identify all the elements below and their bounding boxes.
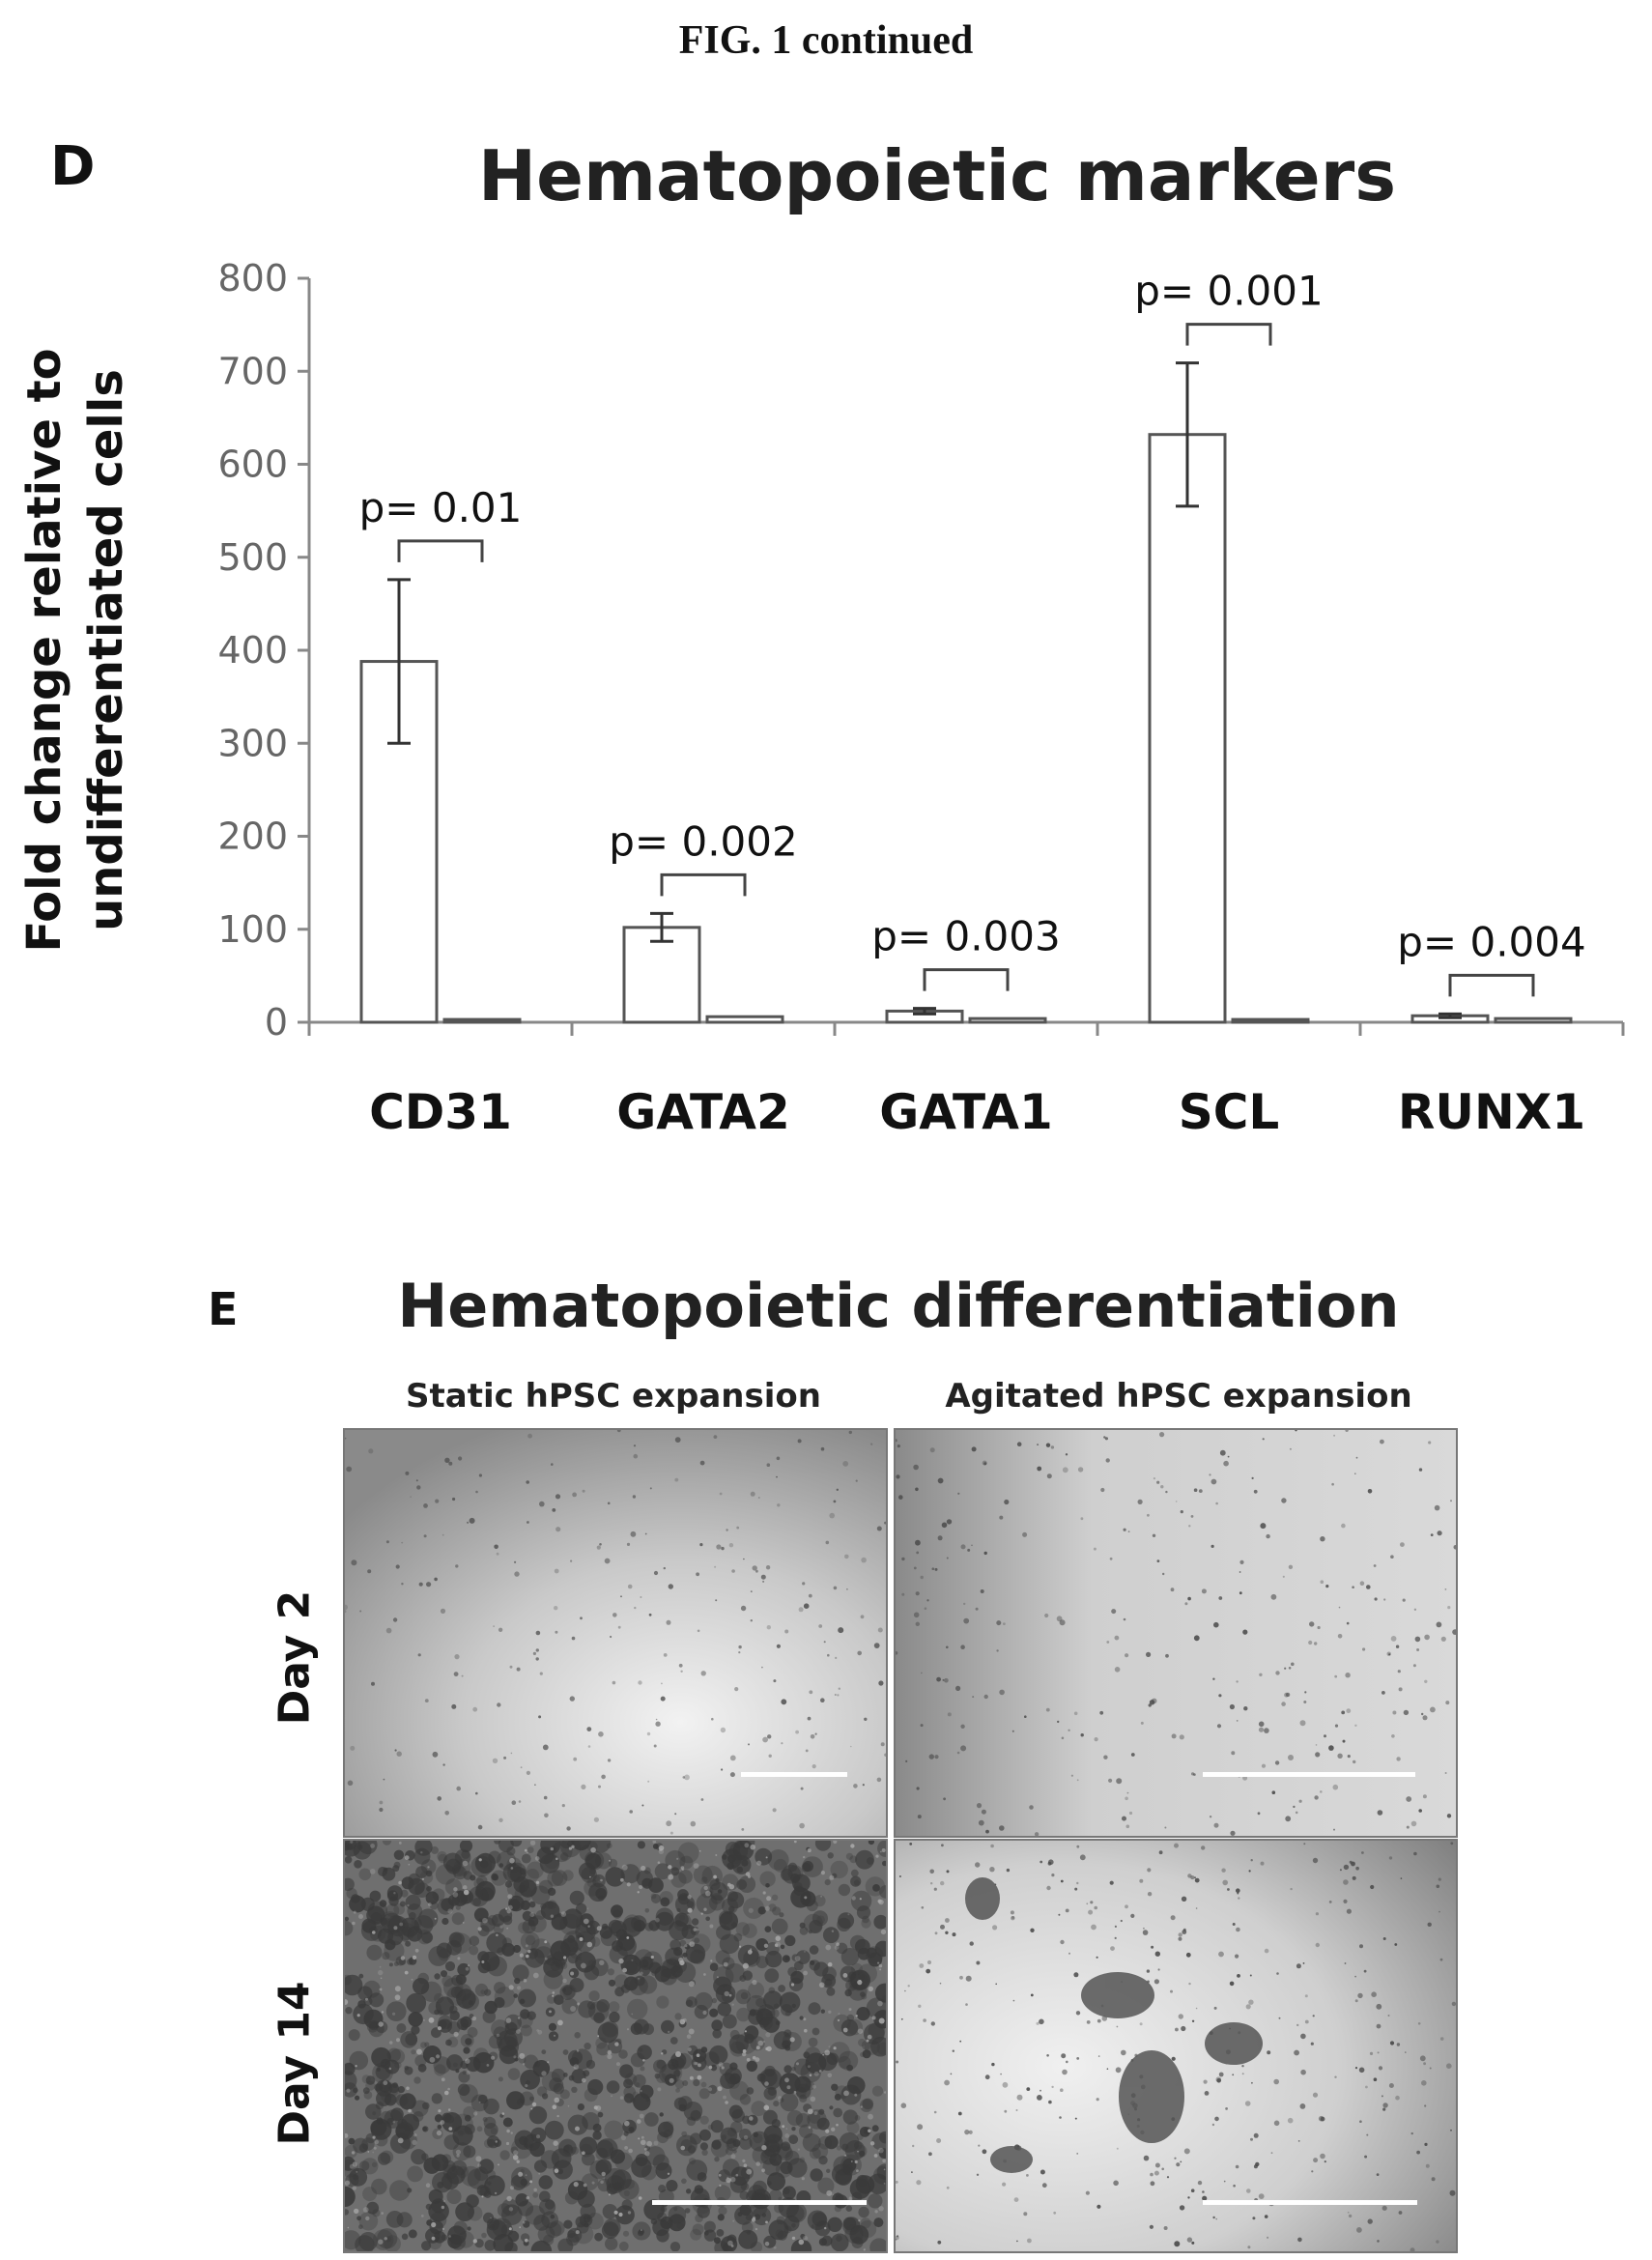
x-tick-label: SCL bbox=[1179, 1084, 1280, 1140]
x-axis bbox=[307, 1020, 1625, 1036]
column-label-agitated: Agitated hPSC expansion bbox=[945, 1377, 1412, 1416]
p-value-bracket bbox=[923, 968, 1010, 991]
micrograph-agitated-day2 bbox=[894, 1428, 1458, 1838]
bar-series2-cd31 bbox=[442, 1017, 522, 1024]
figure-label: FIG. 1 continued bbox=[678, 18, 974, 63]
y-tick-label: 500 bbox=[217, 536, 288, 579]
panel-e-title: Hematopoietic differentiation bbox=[397, 1271, 1400, 1341]
bar-series2-runx1 bbox=[1494, 1016, 1573, 1024]
y-tick-label: 400 bbox=[217, 629, 288, 672]
x-tick-label: GATA2 bbox=[616, 1084, 790, 1140]
scale-bar bbox=[741, 1772, 847, 1777]
scale-bar bbox=[1203, 1772, 1415, 1777]
p-value-label: p= 0.004 bbox=[1397, 918, 1585, 965]
y-tick-label: 300 bbox=[217, 722, 288, 764]
y-axis-label-line2: undifferentiated cells bbox=[79, 369, 133, 931]
p-value-bracket bbox=[397, 539, 484, 562]
bar-chart: Fold change relative to undifferentiated … bbox=[17, 257, 1625, 1140]
bar-series1-gata2 bbox=[622, 926, 701, 1024]
p-value-label: p= 0.01 bbox=[359, 484, 523, 531]
bar-series2-gata1 bbox=[968, 1016, 1047, 1024]
bars bbox=[359, 361, 1573, 1024]
y-axis: 0 100 200 300 400 500 600 700 800 bbox=[217, 257, 311, 1044]
panel-e-letter: E bbox=[208, 1283, 239, 1335]
x-tick-label: RUNX1 bbox=[1398, 1084, 1585, 1140]
bar-series1-scl bbox=[1148, 433, 1227, 1024]
column-label-static: Static hPSC expansion bbox=[406, 1377, 821, 1416]
chart-title: Hematopoietic markers bbox=[477, 135, 1397, 216]
y-tick-label: 600 bbox=[217, 443, 288, 486]
y-tick-label: 0 bbox=[265, 1001, 288, 1044]
x-tick-label: CD31 bbox=[369, 1084, 512, 1140]
x-tick-labels: CD31 GATA2 GATA1 SCL RUNX1 bbox=[369, 1084, 1585, 1140]
micrograph-static-day14 bbox=[343, 1839, 888, 2253]
y-axis-label: Fold change relative to undifferentiated … bbox=[17, 348, 133, 952]
p-value-bracket bbox=[1185, 323, 1272, 346]
row-label-day14: Day 14 bbox=[270, 1981, 320, 2146]
micrograph-static-day2 bbox=[343, 1428, 888, 1838]
y-tick-label: 700 bbox=[217, 350, 288, 392]
panel-d-letter: D bbox=[50, 135, 96, 198]
micrograph-agitated-day14 bbox=[894, 1839, 1458, 2253]
y-axis-label-line1: Fold change relative to bbox=[17, 348, 71, 952]
p-value-bracket bbox=[1448, 973, 1535, 997]
row-label-day2: Day 2 bbox=[270, 1589, 320, 1726]
scale-bar bbox=[652, 2200, 867, 2205]
p-value-label: p= 0.002 bbox=[609, 817, 797, 865]
p-value-bracket bbox=[660, 873, 747, 897]
y-tick-label: 800 bbox=[217, 257, 288, 300]
y-tick-label: 100 bbox=[217, 908, 288, 951]
bar-series2-scl bbox=[1231, 1017, 1310, 1024]
x-tick-label: GATA1 bbox=[879, 1084, 1053, 1140]
bar-series2-gata2 bbox=[705, 1015, 784, 1024]
scale-bar bbox=[1203, 2200, 1417, 2205]
p-value-label: p= 0.003 bbox=[871, 913, 1060, 960]
y-tick-label: 200 bbox=[217, 815, 288, 858]
p-value-annotations: p= 0.01 p= 0.002 p= 0.003 p= 0.001 p= 0.004 bbox=[359, 268, 1586, 997]
p-value-label: p= 0.001 bbox=[1134, 268, 1323, 315]
